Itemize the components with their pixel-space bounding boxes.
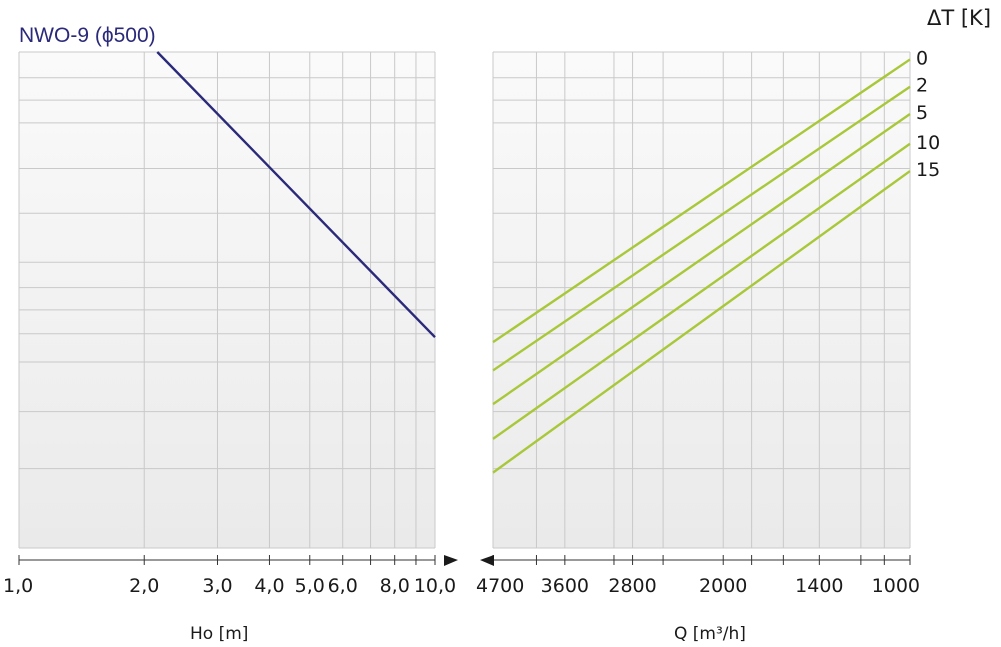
x-tick-label-left: 6,0 bbox=[328, 575, 358, 597]
x-tick-label-right: 3600 bbox=[541, 575, 589, 597]
arrow-right-icon bbox=[444, 555, 458, 566]
x-tick-label-right: 2000 bbox=[699, 575, 747, 597]
left-plot-area bbox=[19, 52, 435, 548]
series-line-dt-10 bbox=[492, 142, 911, 440]
series-line-dt-2 bbox=[492, 85, 911, 372]
series-label-dt-10: 10 bbox=[916, 132, 940, 154]
x-axis: 1,0 2,0 3,0 4,0 5,0 6,0 8,0 10,0 4700 3600 2800 200… bbox=[3, 555, 920, 597]
x-tick-label-left: 5,0 bbox=[295, 575, 325, 597]
x-tick-label-right: 2800 bbox=[608, 575, 656, 597]
x-tick-label-right: 1000 bbox=[872, 575, 920, 597]
legend-title: ΔT [K] bbox=[927, 6, 991, 30]
x-axis-title-right: Q [m³/h] bbox=[674, 624, 746, 644]
series-label-dt-0: 0 bbox=[916, 47, 928, 69]
series-line-dt-15 bbox=[492, 170, 911, 474]
series-line-dt-5 bbox=[492, 113, 911, 406]
arrow-left-icon bbox=[480, 555, 494, 566]
grid bbox=[18, 51, 911, 549]
chart-title: NWO-9 (ϕ500) bbox=[19, 24, 156, 47]
x-tick-label-right: 1400 bbox=[795, 575, 843, 597]
x-tick-label-left: 8,0 bbox=[380, 575, 410, 597]
series-layer: 0 2 5 10 15 bbox=[156, 47, 940, 474]
series-label-dt-15: 15 bbox=[916, 159, 940, 181]
series-line-ho bbox=[156, 51, 436, 339]
x-tick-label-left: 1,0 bbox=[3, 575, 33, 597]
series-label-dt-2: 2 bbox=[916, 75, 928, 97]
x-tick-label-left: 4,0 bbox=[254, 575, 284, 597]
x-axis-title-left: Ho [m] bbox=[190, 624, 248, 644]
x-tick-label-left: 10,0 bbox=[414, 575, 456, 597]
x-tick-label-right: 4700 bbox=[476, 575, 524, 597]
series-line-dt-0 bbox=[492, 58, 911, 344]
x-tick-label-left: 2,0 bbox=[129, 575, 159, 597]
x-tick-label-left: 3,0 bbox=[202, 575, 232, 597]
series-label-dt-5: 5 bbox=[916, 102, 928, 124]
